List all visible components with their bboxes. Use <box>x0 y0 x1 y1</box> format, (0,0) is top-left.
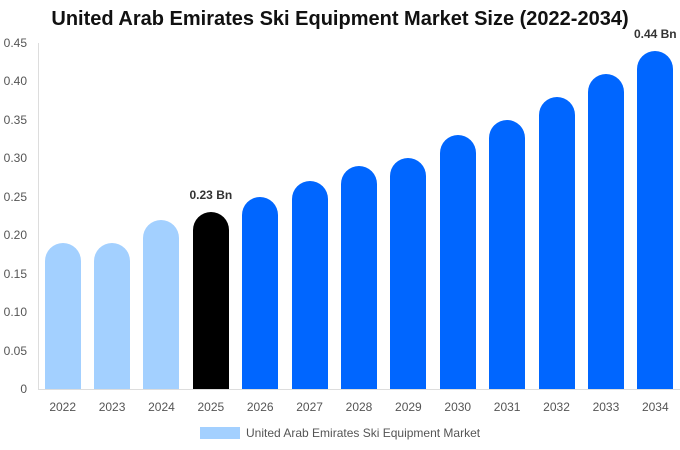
x-tick-label: 2023 <box>98 400 126 414</box>
plot-area <box>38 43 680 389</box>
y-tick-label: 0 <box>20 382 27 396</box>
data-label-2025: 0.23 Bn <box>189 188 233 203</box>
y-tick-label: 0.40 <box>3 74 27 89</box>
bar-2026[interactable] <box>242 196 279 389</box>
x-tick-label: 2030 <box>444 400 472 414</box>
y-tick-label: 0.45 <box>3 36 27 50</box>
y-tick-label: 0.25 <box>3 189 27 204</box>
bar-2024[interactable] <box>143 219 180 389</box>
bar-2033[interactable] <box>587 73 624 389</box>
x-tick-label: 2027 <box>296 400 323 414</box>
bar-2022[interactable] <box>44 242 81 389</box>
y-tick-label: 0.15 <box>3 266 27 281</box>
x-tick-label: 2032 <box>543 400 570 414</box>
y-axis-line <box>38 43 39 389</box>
y-tick-label: 0.20 <box>3 228 27 243</box>
x-tick-label: 2024 <box>148 400 175 414</box>
bar-2034[interactable] <box>637 50 674 389</box>
y-tick-label: 0.35 <box>3 112 27 127</box>
chart-title: United Arab Emirates Ski Equipment Marke… <box>51 8 629 30</box>
x-tick-label: 2028 <box>345 400 373 414</box>
legend[interactable]: United Arab Emirates Ski Equipment Marke… <box>200 426 480 440</box>
x-axis-line <box>38 389 680 390</box>
x-tick-label: 2026 <box>246 400 274 414</box>
x-tick-label: 2033 <box>592 400 620 414</box>
bar-2030[interactable] <box>439 135 476 389</box>
bar-2028[interactable] <box>341 166 377 389</box>
x-tick-label: 2034 <box>641 400 669 414</box>
bar-2029[interactable] <box>390 158 427 389</box>
x-tick-label: 2025 <box>197 400 225 414</box>
y-tick-label: 0.05 <box>3 343 27 358</box>
legend-swatch <box>200 427 240 439</box>
bar-2023[interactable] <box>94 242 131 389</box>
legend-label: United Arab Emirates Ski Equipment Marke… <box>246 426 481 440</box>
bar-2025[interactable] <box>192 212 229 389</box>
bar-2031[interactable] <box>489 119 526 389</box>
bar-2032[interactable] <box>538 96 575 389</box>
x-tick-label: 2031 <box>493 400 521 414</box>
data-label-2034: 0.44 Bn <box>633 26 677 41</box>
y-tick-label: 0.10 <box>3 305 27 320</box>
bar-2027[interactable] <box>291 181 328 389</box>
x-tick-label: 2022 <box>49 400 77 414</box>
y-tick-label: 0.30 <box>3 151 27 166</box>
x-tick-label: 2029 <box>395 400 422 414</box>
